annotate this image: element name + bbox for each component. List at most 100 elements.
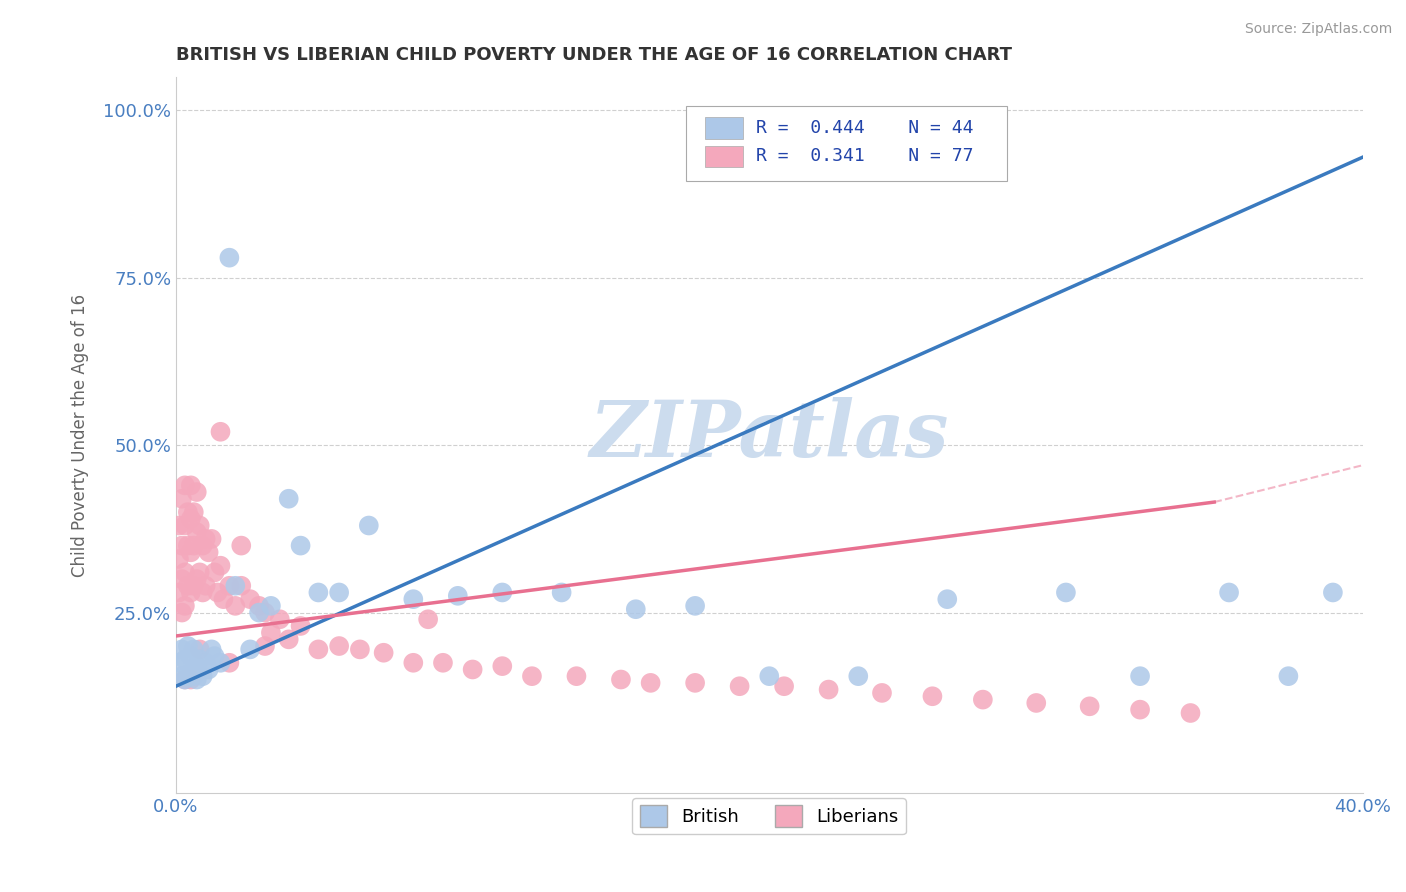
Point [167, 518, 190, 533]
Point [180, 665, 202, 680]
Point [253, 639, 276, 653]
Point [183, 505, 205, 519]
Point [174, 599, 197, 613]
Point [218, 251, 240, 265]
Point [260, 599, 283, 613]
Point [212, 592, 235, 607]
Point [186, 673, 208, 687]
Point [188, 652, 211, 666]
Point [418, 612, 440, 626]
FancyBboxPatch shape [706, 145, 744, 167]
Point [197, 545, 219, 559]
Point [1078, 699, 1101, 714]
Point [174, 566, 197, 580]
Text: R =  0.341    N = 77: R = 0.341 N = 77 [756, 147, 974, 165]
Point [194, 579, 217, 593]
Point [209, 425, 232, 439]
Point [1277, 669, 1299, 683]
Point [218, 579, 240, 593]
Point [773, 679, 796, 693]
Point [520, 669, 543, 683]
Point [550, 585, 572, 599]
Point [432, 656, 454, 670]
Text: ZIPatlas: ZIPatlas [589, 397, 949, 474]
Point [231, 539, 253, 553]
Point [186, 659, 208, 673]
Point [170, 606, 193, 620]
Point [209, 558, 232, 573]
Point [1025, 696, 1047, 710]
Point [640, 676, 662, 690]
Point [328, 585, 350, 599]
Point [328, 639, 350, 653]
Point [269, 612, 291, 626]
Point [183, 669, 205, 683]
Point [972, 692, 994, 706]
Point [207, 585, 229, 599]
Point [180, 649, 202, 664]
Point [1180, 706, 1202, 720]
Point [170, 642, 193, 657]
Point [167, 585, 190, 599]
Point [200, 532, 222, 546]
Point [188, 518, 211, 533]
Point [290, 619, 312, 633]
Point [683, 599, 706, 613]
Point [1322, 585, 1344, 599]
Point [224, 599, 246, 613]
Point [177, 505, 200, 519]
Point [260, 625, 283, 640]
Point [180, 478, 202, 492]
Point [174, 673, 197, 687]
Point [191, 669, 214, 683]
Point [491, 659, 513, 673]
Point [624, 602, 647, 616]
Point [817, 682, 839, 697]
Point [188, 566, 211, 580]
Point [349, 642, 371, 657]
Point [1218, 585, 1240, 599]
Point [191, 585, 214, 599]
FancyBboxPatch shape [706, 117, 744, 138]
Point [277, 632, 299, 647]
Point [231, 579, 253, 593]
Point [194, 532, 217, 546]
Point [307, 642, 329, 657]
Point [180, 585, 202, 599]
Point [447, 589, 470, 603]
Point [290, 539, 312, 553]
Point [167, 656, 190, 670]
Text: R =  0.444    N = 44: R = 0.444 N = 44 [756, 119, 974, 136]
Point [921, 690, 943, 704]
Point [357, 518, 380, 533]
Point [177, 639, 200, 653]
Point [186, 572, 208, 586]
Legend: British, Liberians: British, Liberians [633, 798, 905, 835]
Point [167, 552, 190, 566]
Point [239, 642, 262, 657]
Point [728, 679, 751, 693]
Point [188, 642, 211, 657]
Point [186, 485, 208, 500]
Point [1054, 585, 1077, 599]
Y-axis label: Child Poverty Under the Age of 16: Child Poverty Under the Age of 16 [72, 293, 89, 577]
Point [204, 649, 226, 664]
Point [610, 673, 633, 687]
Point [177, 539, 200, 553]
Point [209, 656, 232, 670]
Point [174, 478, 197, 492]
Point [565, 669, 588, 683]
Point [870, 686, 893, 700]
Point [170, 572, 193, 586]
Point [177, 669, 200, 683]
Point [402, 592, 425, 607]
Point [180, 512, 202, 526]
Point [491, 585, 513, 599]
Point [194, 656, 217, 670]
Point [183, 579, 205, 593]
Point [180, 545, 202, 559]
Point [200, 642, 222, 657]
Point [197, 663, 219, 677]
Point [191, 539, 214, 553]
Point [1129, 703, 1152, 717]
